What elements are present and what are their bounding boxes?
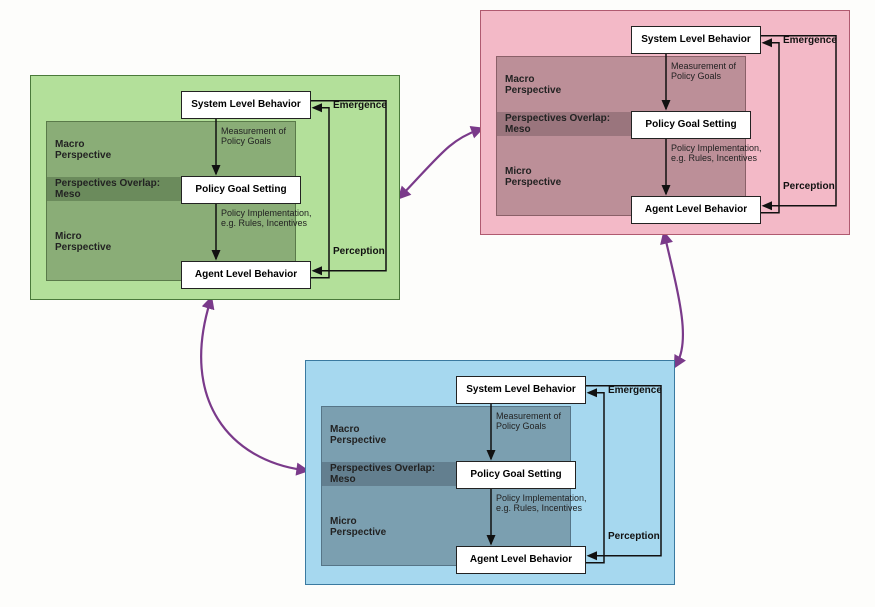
macro-band: MacroPerspective — [47, 122, 177, 177]
system-node: System Level Behavior — [181, 91, 311, 119]
perception-label: Perception — [783, 181, 835, 192]
connector-blue-green — [201, 302, 303, 470]
policy-node: Policy Goal Setting — [456, 461, 576, 489]
implementation-label: Policy Implementation,e.g. Rules, Incent… — [496, 493, 587, 514]
micro-band: MicroPerspective — [47, 201, 177, 282]
macro-band: MacroPerspective — [497, 57, 627, 112]
policy-node: Policy Goal Setting — [181, 176, 301, 204]
arrow-perception — [311, 108, 329, 278]
arrow-perception — [761, 43, 779, 213]
agent-node: Agent Level Behavior — [181, 261, 311, 289]
panel-green: MacroPerspectivePerspectives Overlap:Mes… — [30, 75, 400, 300]
measurement-label: Measurement ofPolicy Goals — [671, 61, 736, 82]
perception-label: Perception — [608, 531, 660, 542]
agent-node: Agent Level Behavior — [456, 546, 586, 574]
connector-pink-blue — [665, 237, 683, 363]
emergence-label: Emergence — [783, 35, 837, 46]
measurement-label: Measurement ofPolicy Goals — [221, 126, 286, 147]
policy-node: Policy Goal Setting — [631, 111, 751, 139]
micro-band: MicroPerspective — [497, 136, 627, 217]
emergence-label: Emergence — [608, 385, 662, 396]
macro-band: MacroPerspective — [322, 407, 452, 462]
system-node: System Level Behavior — [631, 26, 761, 54]
emergence-label: Emergence — [333, 100, 387, 111]
arrow-perception — [586, 393, 604, 563]
system-node: System Level Behavior — [456, 376, 586, 404]
implementation-label: Policy Implementation,e.g. Rules, Incent… — [671, 143, 762, 164]
connector-green-pink — [402, 130, 478, 195]
panel-blue: MacroPerspectivePerspectives Overlap:Mes… — [305, 360, 675, 585]
measurement-label: Measurement ofPolicy Goals — [496, 411, 561, 432]
perception-label: Perception — [333, 246, 385, 257]
panel-pink: MacroPerspectivePerspectives Overlap:Mes… — [480, 10, 850, 235]
implementation-label: Policy Implementation,e.g. Rules, Incent… — [221, 208, 312, 229]
micro-band: MicroPerspective — [322, 486, 452, 567]
agent-node: Agent Level Behavior — [631, 196, 761, 224]
